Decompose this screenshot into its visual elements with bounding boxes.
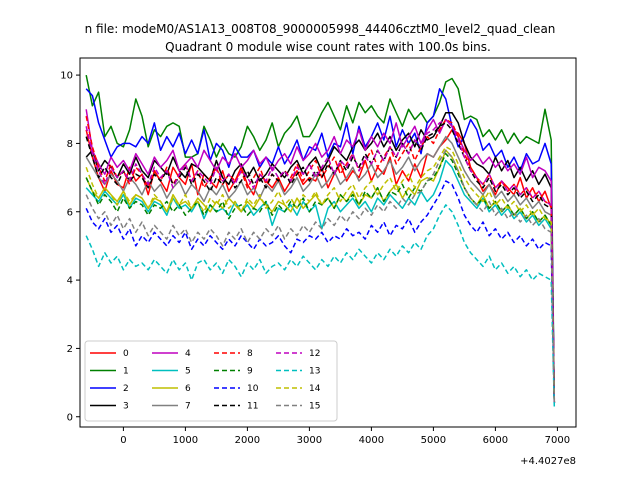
plot-area <box>85 74 556 407</box>
y-tick-label: 4 <box>67 276 73 287</box>
axes-frame <box>79 57 577 428</box>
chart-title: Quadrant 0 module wise count rates with … <box>165 40 491 54</box>
legend-label-0: 0 <box>123 349 129 359</box>
y-tick-label: 6 <box>67 207 73 218</box>
series-line-4 <box>85 109 556 404</box>
legend-label-4: 4 <box>185 349 191 359</box>
y-tick-label: 0 <box>67 412 73 423</box>
series-line-12 <box>85 118 556 404</box>
y-axis: 0 2 4 6 8 10 <box>60 71 80 423</box>
legend-label-6: 6 <box>185 384 191 394</box>
series-line-3 <box>85 111 556 404</box>
legend-label-5: 5 <box>185 367 191 377</box>
legend-label-2: 2 <box>123 384 129 394</box>
legend-label-10: 10 <box>247 384 259 394</box>
legend-box <box>84 340 338 422</box>
x-axis: 0 1000 2000 3000 4000 5000 6000 7000 <box>120 427 570 446</box>
legend-label-1: 1 <box>123 367 129 377</box>
legend-label-7: 7 <box>185 402 191 412</box>
y-tick-label: 2 <box>67 344 73 355</box>
series-line-8 <box>85 115 556 400</box>
legend-label-12: 12 <box>309 349 320 359</box>
legend-label-8: 8 <box>247 349 253 359</box>
series-line-2 <box>85 88 556 404</box>
series-line-9 <box>85 152 556 404</box>
y-tick-label: 8 <box>67 139 73 150</box>
legend-label-15: 15 <box>309 402 320 412</box>
legend-label-9: 9 <box>247 367 253 377</box>
y-tick-label: 10 <box>60 71 73 82</box>
x-tick-label: 1000 <box>173 435 198 446</box>
series-line-11 <box>85 122 556 404</box>
x-tick-label: 5000 <box>421 435 446 446</box>
series-line-14 <box>85 146 556 404</box>
x-tick-label: 0 <box>120 435 126 446</box>
x-tick-label: 2000 <box>235 435 260 446</box>
series-line-10 <box>85 180 556 407</box>
series-line-15 <box>85 149 556 404</box>
legend-label-14: 14 <box>309 384 321 394</box>
series-line-13 <box>85 204 556 407</box>
series-line-7 <box>85 135 556 404</box>
series-line-1 <box>85 74 556 404</box>
figure-suptitle: n file: modeM0/AS1A13_008T08_9000005998_… <box>85 22 556 36</box>
x-tick-label: 7000 <box>545 435 570 446</box>
legend-label-3: 3 <box>123 402 129 412</box>
legend-label-11: 11 <box>247 402 258 412</box>
x-tick-label: 4000 <box>359 435 384 446</box>
x-tick-label: 3000 <box>297 435 322 446</box>
x-offset-label: +4.4027e8 <box>520 456 576 467</box>
x-tick-label: 6000 <box>483 435 508 446</box>
legend-label-13: 13 <box>309 367 320 377</box>
